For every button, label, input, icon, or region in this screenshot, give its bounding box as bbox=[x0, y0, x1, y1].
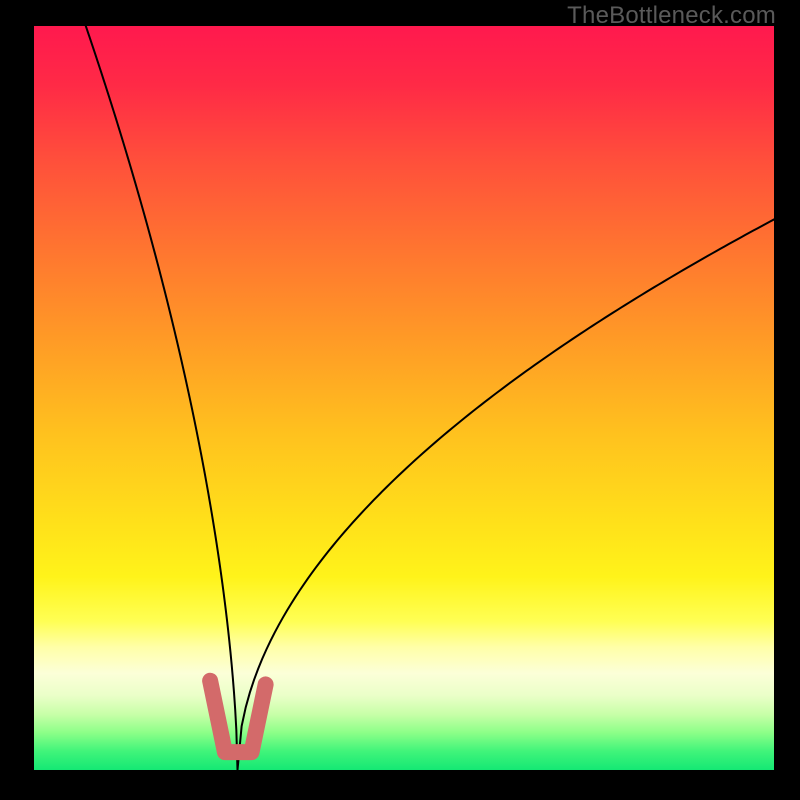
gradient-background bbox=[34, 26, 774, 770]
watermark-text: TheBottleneck.com bbox=[567, 2, 776, 30]
chart-plot-area bbox=[34, 26, 774, 770]
